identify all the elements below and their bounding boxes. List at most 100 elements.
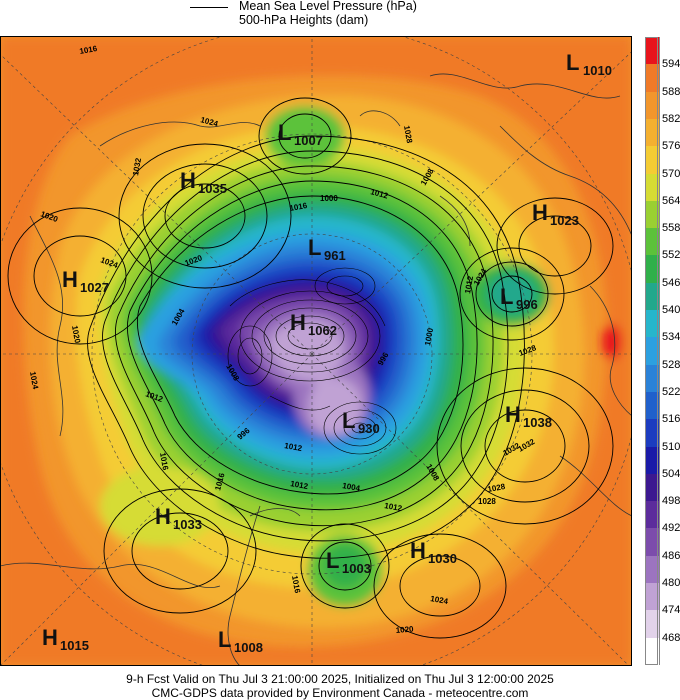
pressure-center: L 930	[342, 408, 380, 436]
data-credit-text: CMC-GDPS data provided by Environment Ca…	[151, 686, 529, 700]
isobar-label: 1028	[478, 497, 496, 506]
colorbar-level-label: 552	[662, 249, 680, 262]
legend-line-sample	[190, 7, 228, 8]
svg-text:1030: 1030	[428, 551, 457, 566]
colorbar-level-label: 576	[662, 140, 680, 153]
colorbar-level-label: 582	[662, 112, 680, 125]
svg-text:H: H	[155, 504, 171, 529]
svg-text:L: L	[342, 408, 355, 433]
colorbar-level-label: 588	[662, 85, 680, 98]
svg-text:H: H	[290, 310, 306, 335]
pressure-center: H 1033	[155, 504, 202, 532]
svg-text:1007: 1007	[294, 133, 323, 148]
pressure-center: L 1003	[326, 548, 371, 576]
svg-text:1027: 1027	[80, 280, 109, 295]
colorbar-level-label: 522	[662, 385, 680, 398]
colorbar-level-label: 534	[662, 331, 680, 344]
colorbar-level-label: 528	[662, 358, 680, 371]
isobar-label: 1016	[290, 575, 302, 595]
pressure-center: L 1008	[218, 627, 263, 655]
svg-text:1003: 1003	[342, 561, 371, 576]
colorbar-level-label: 486	[662, 549, 680, 562]
legend-heights-label: 500-hPa Heights (dam)	[239, 13, 369, 27]
pressure-center: H 1038	[505, 402, 552, 430]
isobar-label: 1016	[79, 44, 99, 56]
isobar-label: 1020	[70, 325, 82, 345]
forecast-valid-text: 9-h Fcst Valid on Thu Jul 3 21:00:00 202…	[126, 672, 554, 686]
isobar-label: 1024	[28, 371, 40, 391]
pressure-center: L 996	[500, 284, 538, 312]
pressure-centers: L 1010 L 1007 H 1035 H 1023 H 1027	[42, 50, 612, 655]
pressure-center: L 1010	[566, 50, 612, 78]
isobar-label: 1004	[342, 481, 362, 493]
colorbar-level-label: 510	[662, 440, 680, 453]
colorbar-level-label: 492	[662, 522, 680, 535]
svg-text:1010: 1010	[583, 63, 612, 78]
isobar-label: 1028	[487, 482, 507, 494]
vortex-isobars	[227, 267, 397, 455]
legend-mslp-label: Mean Sea Level Pressure (hPa)	[239, 0, 417, 13]
isobar-label: 1012	[290, 479, 310, 491]
svg-text:1023: 1023	[550, 213, 579, 228]
colorbar-level-label: 558	[662, 222, 680, 235]
isobar-label: 1012	[384, 501, 404, 513]
isobar-label: 1000	[423, 327, 435, 347]
svg-text:L: L	[500, 284, 513, 309]
colorbar-level-label: 468	[662, 631, 680, 644]
svg-text:1062: 1062	[308, 323, 337, 338]
colorbar-level-label: 504	[662, 467, 680, 480]
pressure-center: L 961	[308, 235, 346, 263]
pressure-center: H 1030	[410, 538, 457, 566]
colorbar-level-label: 546	[662, 276, 680, 289]
svg-text:1015: 1015	[60, 638, 89, 653]
svg-text:H: H	[532, 200, 548, 225]
svg-text:L: L	[308, 235, 321, 260]
map-border	[0, 36, 632, 666]
isobar-label: 1016	[158, 452, 170, 472]
pressure-center: H 1015	[42, 625, 89, 653]
height-colorbar: 594 588 582 576 570 564 558 552 546 540 534 528 522 5…	[645, 37, 680, 666]
svg-text:L: L	[278, 120, 291, 145]
svg-text:1033: 1033	[173, 517, 202, 532]
isobars	[7, 97, 614, 639]
colorbar-level-label: 480	[662, 577, 680, 590]
pressure-center: H 1062	[290, 310, 337, 338]
height-fill-bands	[0, 36, 632, 666]
pressure-center: H 1027	[62, 267, 109, 295]
isobar-label: 1020	[395, 624, 414, 635]
svg-text:H: H	[62, 267, 78, 292]
colorbar-level-label: 564	[662, 194, 680, 207]
graticule	[0, 36, 632, 666]
isobar-label: 1012	[463, 275, 475, 295]
svg-text:H: H	[180, 168, 196, 193]
colorbar-level-label: 594	[662, 58, 680, 71]
colorbar-level-label: 570	[662, 167, 680, 180]
colorbar-level-label: 498	[662, 495, 680, 508]
svg-text:H: H	[42, 625, 58, 650]
colorbar-level-label: 474	[662, 604, 680, 617]
svg-text:1038: 1038	[523, 415, 552, 430]
pressure-center: L 1007	[278, 120, 323, 148]
svg-text:930: 930	[358, 421, 380, 436]
isobar-label: 1016	[289, 201, 309, 213]
svg-text:961: 961	[324, 248, 346, 263]
svg-text:L: L	[218, 627, 231, 652]
svg-text:996: 996	[516, 297, 538, 312]
weather-map: L 1010 L 1007 H 1035 H 1023 H 1027	[0, 36, 632, 666]
svg-text:L: L	[566, 50, 579, 75]
isobar-label: 1032	[131, 157, 143, 177]
legend-header: Mean Sea Level Pressure (hPa) 500-hPa He…	[190, 0, 510, 30]
svg-text:H: H	[410, 538, 426, 563]
colorbar-level-label: 516	[662, 413, 680, 426]
svg-text:L: L	[326, 548, 339, 573]
pressure-center: H 1023	[532, 200, 579, 228]
isobar-label: 1028	[402, 125, 414, 145]
pressure-center: H 1035	[180, 168, 227, 196]
colorbar-level-label: 540	[662, 304, 680, 317]
isobar-label: 1012	[284, 441, 304, 453]
colorbar-frame	[645, 37, 658, 665]
isobar-label: 1000	[320, 194, 338, 203]
svg-text:1008: 1008	[234, 640, 263, 655]
isobar-label: 1024	[430, 594, 450, 606]
svg-text:1035: 1035	[198, 181, 227, 196]
